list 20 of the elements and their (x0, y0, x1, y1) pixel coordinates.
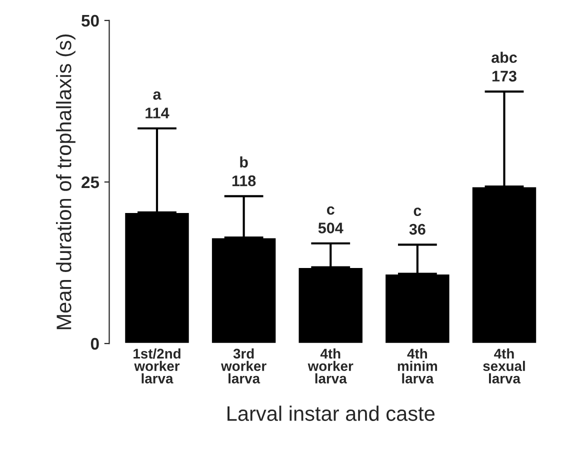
x-tick-label: 4th sexual larva (483, 348, 525, 384)
annotation: c 36 (409, 208, 426, 235)
annotation: a 114 (146, 91, 170, 118)
annotation: c 504 (318, 206, 344, 234)
y-tick-label: 0 (90, 338, 99, 350)
bar (124, 212, 190, 344)
x-axis-title: Larval instar and caste (228, 406, 435, 421)
x-tick-label: 3rd worker larva (221, 348, 266, 384)
annotation: abc 173 (492, 52, 517, 82)
x-tick-label: 1st/2nd worker larva (134, 348, 180, 384)
annotation: b 118 (232, 156, 256, 186)
y-axis-title: Mean duration of trophallaxis (s) (56, 34, 76, 330)
y-tick-label: 50 (82, 14, 99, 27)
bar (297, 266, 364, 344)
bar (384, 273, 451, 344)
y-tick-label: 25 (82, 176, 100, 188)
x-tick-label: 4th minim larva (398, 348, 438, 384)
bar (471, 186, 538, 344)
x-tick-label: 4th worker larva (308, 348, 354, 384)
bar (210, 236, 278, 344)
